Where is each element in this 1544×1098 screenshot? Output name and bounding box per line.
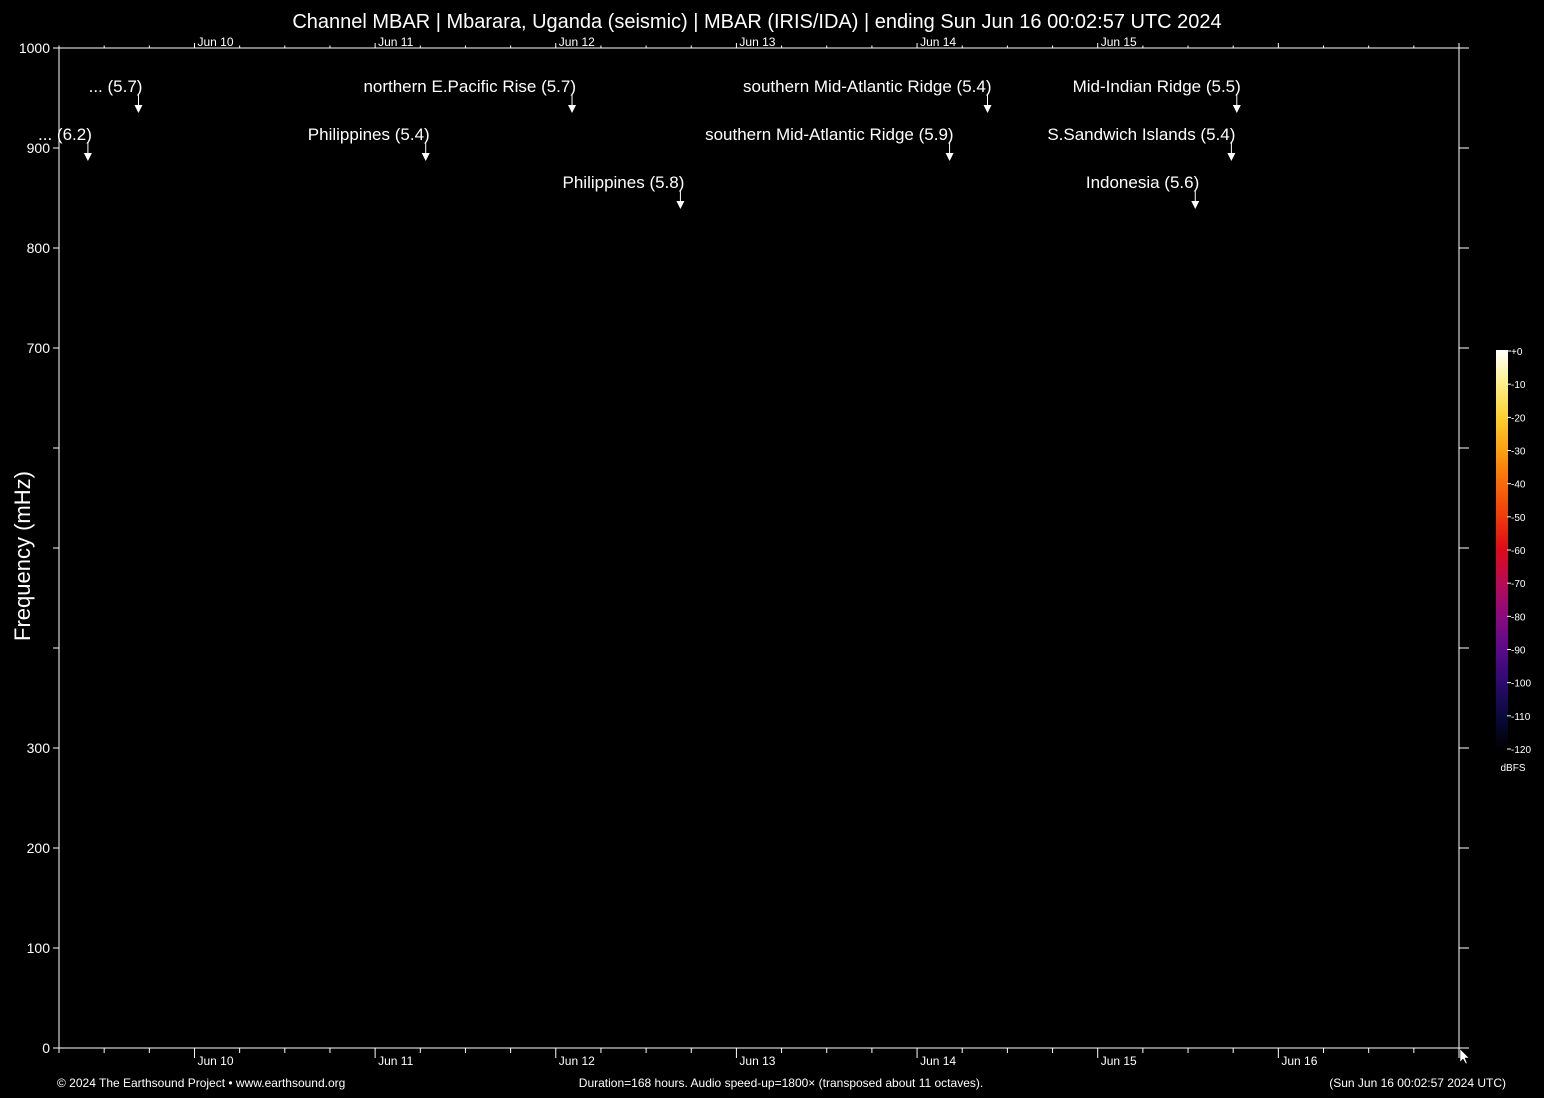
y-tick-label: 0 (42, 1040, 50, 1056)
event-annotation: Philippines (5.8) (563, 173, 685, 209)
colorbar: dBFS +0 -10 -20 -30 -40 -50 -60 -70 -80 -90 -100 -1… (1496, 347, 1531, 774)
event-arrow-head (134, 105, 143, 113)
x-tick-label: Jun 10 (197, 1054, 233, 1068)
x-tick-label-top: Jun 13 (739, 35, 775, 49)
event-arrow-head (421, 153, 430, 161)
plot-area (59, 48, 1459, 1048)
footer-timestamp: (Sun Jun 16 00:02:57 2024 UTC) (1329, 1076, 1506, 1090)
colorbar-tick-label: -110 (1511, 712, 1531, 723)
event-label: S.Sandwich Islands (5.4) (1047, 125, 1235, 144)
colorbar-tick-label: -70 (1511, 579, 1526, 590)
y-tick-label: 900 (27, 140, 51, 156)
colorbar-tick-label: +0 (1511, 347, 1523, 358)
event-arrow-head (1232, 105, 1241, 113)
y-tick-label: 200 (27, 840, 51, 856)
x-tick-label-top: Jun 12 (559, 35, 595, 49)
x-tick-label: Jun 16 (1281, 1054, 1317, 1068)
y-tick-label: 100 (27, 940, 51, 956)
event-label: Philippines (5.8) (563, 173, 685, 192)
event-arrow-head (676, 201, 685, 209)
colorbar-unit: dBFS (1500, 763, 1525, 774)
colorbar-tick-label: -90 (1511, 646, 1526, 657)
colorbar-tick-label: -30 (1511, 447, 1526, 458)
event-label: southern Mid-Atlantic Ridge (5.4) (743, 77, 992, 96)
event-label: Indonesia (5.6) (1086, 173, 1199, 192)
colorbar-tick-label: -60 (1511, 546, 1526, 557)
event-annotation: southern Mid-Atlantic Ridge (5.9) (705, 125, 954, 161)
x-tick-label-top: Jun 15 (1101, 35, 1137, 49)
y-tick-label: 1000 (19, 40, 50, 56)
event-arrow-head (568, 105, 577, 113)
colorbar-tick-label: -120 (1511, 745, 1531, 756)
event-annotation: Philippines (5.4) (308, 125, 430, 161)
y-tick-label: 700 (27, 340, 51, 356)
y-axis: 0 100 200 300 700 800 900 1000 (19, 40, 1469, 1056)
colorbar-tick-label: -10 (1511, 380, 1526, 391)
event-label: southern Mid-Atlantic Ridge (5.9) (705, 125, 954, 144)
event-annotation: Indonesia (5.6) (1086, 173, 1200, 209)
event-annotation: Mid-Indian Ridge (5.5) (1073, 77, 1241, 113)
colorbar-tick-label: -100 (1511, 679, 1531, 690)
y-tick-label: 300 (27, 740, 51, 756)
footer-copyright: © 2024 The Earthsound Project • www.eart… (57, 1076, 345, 1090)
x-tick-label: Jun 12 (559, 1054, 595, 1068)
event-label: Mid-Indian Ridge (5.5) (1073, 77, 1241, 96)
x-tick-label: Jun 11 (378, 1054, 413, 1068)
event-annotation: southern Mid-Atlantic Ridge (5.4) (743, 77, 992, 113)
x-tick-label-top: Jun 11 (378, 35, 413, 49)
mouse-cursor-icon (1459, 1048, 1470, 1065)
colorbar-tick-label: -40 (1511, 480, 1526, 491)
event-label: northern E.Pacific Rise (5.7) (363, 77, 576, 96)
event-annotation: ... (6.2) (38, 125, 92, 161)
event-arrow-head (945, 153, 954, 161)
event-arrow-head (1191, 201, 1200, 209)
event-annotations: ... (5.7) ... (6.2) northern E.Pacific Ris… (38, 77, 1241, 209)
event-arrow-head (83, 153, 92, 161)
x-tick-label: Jun 13 (739, 1054, 775, 1068)
x-tick-label: Jun 14 (920, 1054, 956, 1068)
colorbar-tick-label: -80 (1511, 612, 1526, 623)
colorbar-tick-label: -20 (1511, 413, 1526, 424)
event-arrow-head (983, 105, 992, 113)
footer-duration: Duration=168 hours. Audio speed-up=1800×… (579, 1076, 983, 1090)
colorbar-tick-label: -50 (1511, 513, 1526, 524)
x-axis: Jun 10 Jun 10 Jun 11 Jun 11 Jun 12 Jun 12 Jun … (58, 35, 1460, 1068)
chart-title: Channel MBAR | Mbarara, Uganda (seismic)… (292, 11, 1221, 33)
y-tick-label: 800 (27, 240, 51, 256)
x-tick-label-top: Jun 14 (920, 35, 956, 49)
y-axis-label: Frequency (mHz) (10, 471, 35, 641)
x-tick-label-top: Jun 10 (197, 35, 233, 49)
event-label: ... (5.7) (89, 77, 143, 96)
event-label: ... (6.2) (38, 125, 92, 144)
x-tick-label: Jun 15 (1101, 1054, 1137, 1068)
colorbar-gradient (1496, 350, 1508, 750)
event-label: Philippines (5.4) (308, 125, 430, 144)
event-annotation: northern E.Pacific Rise (5.7) (363, 77, 577, 113)
event-annotation: ... (5.7) (89, 77, 143, 113)
event-annotation: S.Sandwich Islands (5.4) (1047, 125, 1236, 161)
event-arrow-head (1227, 153, 1236, 161)
